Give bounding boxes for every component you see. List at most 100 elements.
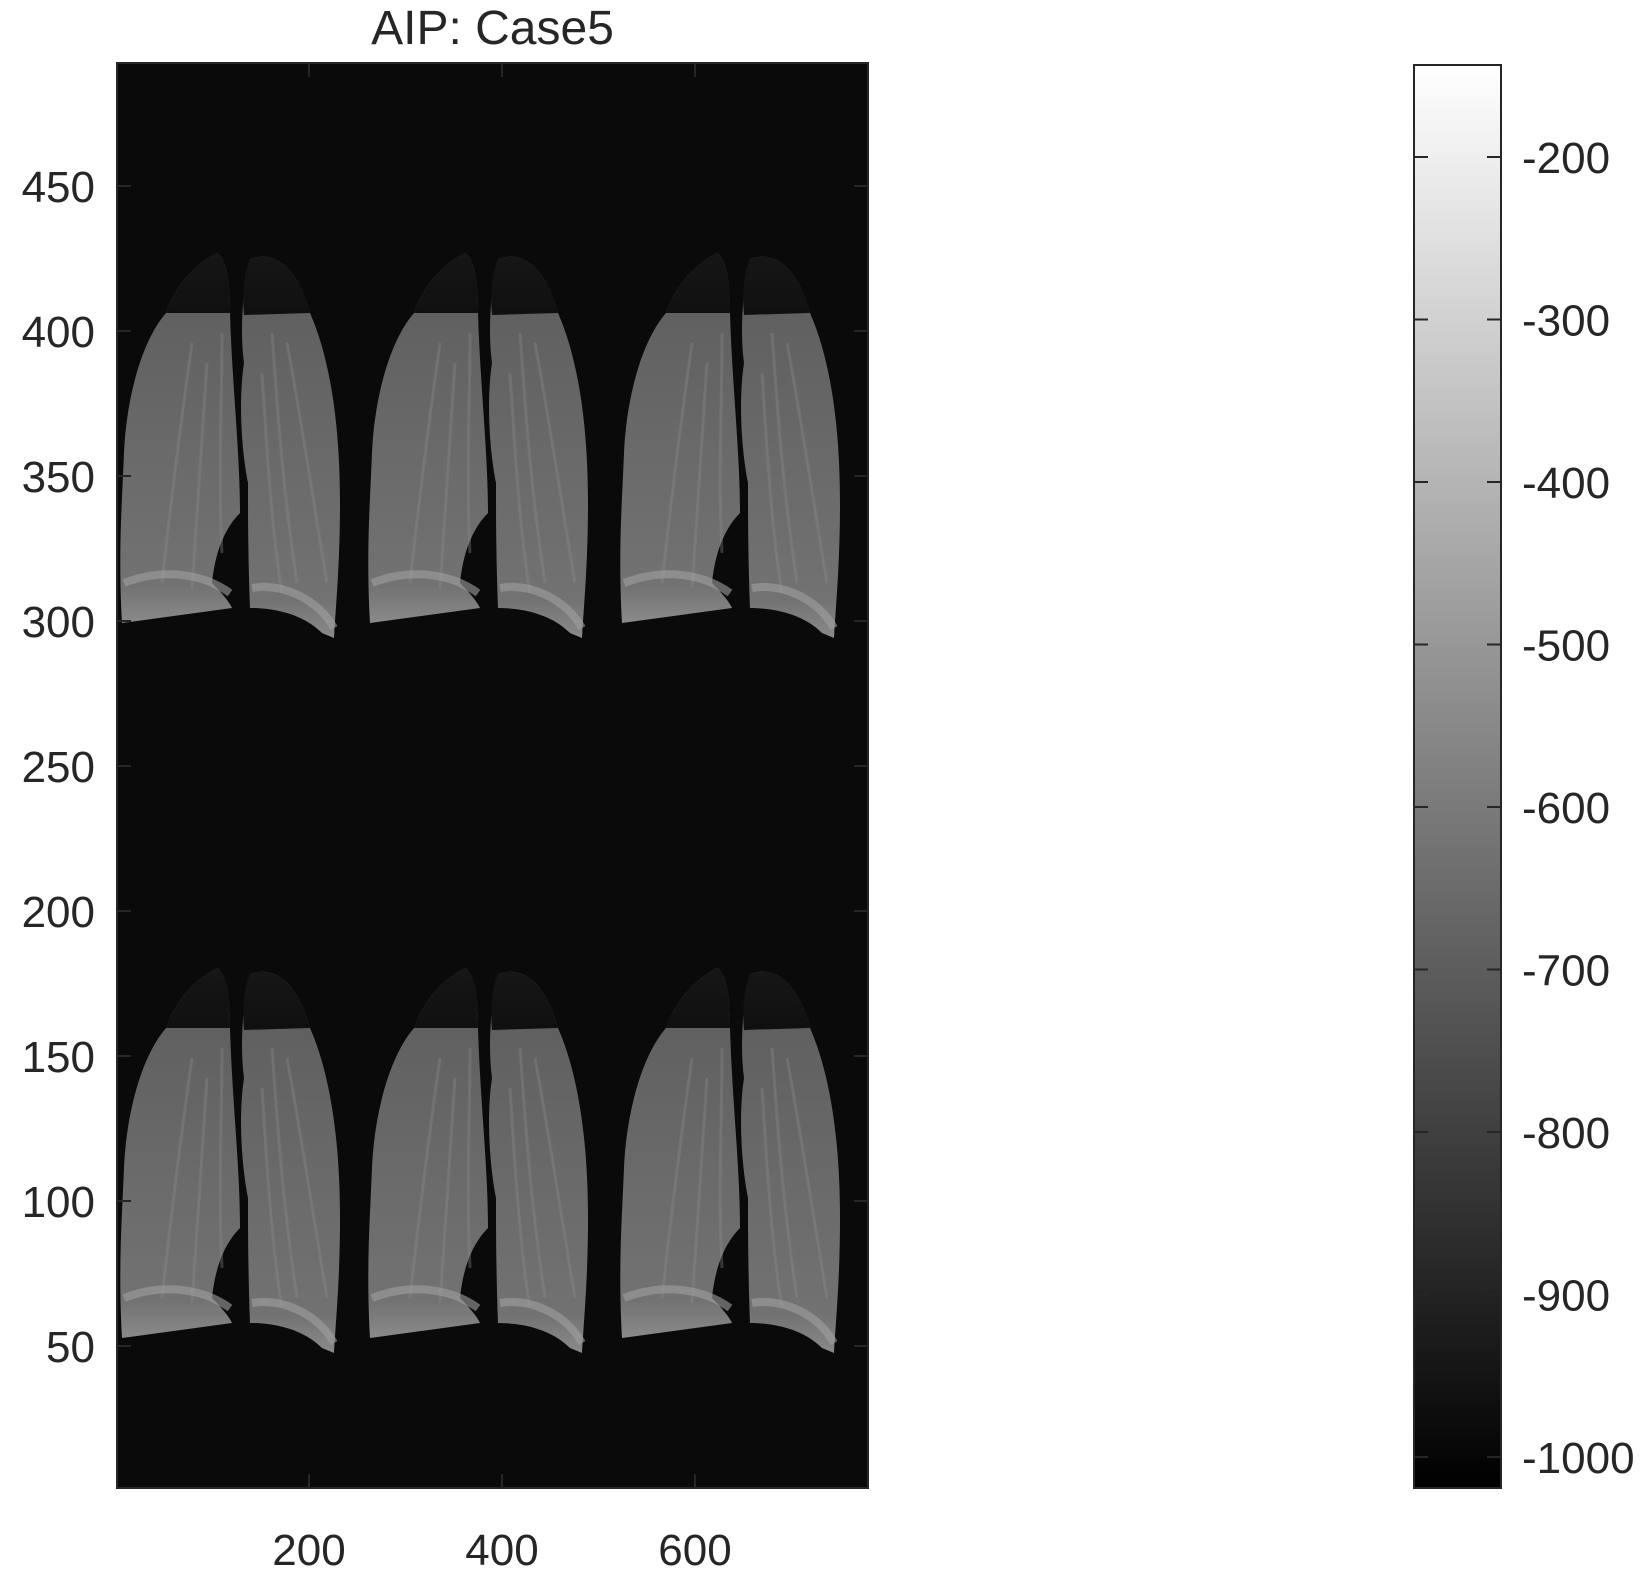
right-lung: [368, 968, 488, 1338]
colorbar-tick-label: -1000: [1522, 1434, 1635, 1483]
vessel-texture: [270, 1047, 299, 1299]
diaphragm-highlight: [499, 583, 586, 631]
left-lung: [241, 971, 340, 1353]
vessel-texture: [690, 362, 709, 589]
vessel-texture: [218, 1047, 224, 1269]
x-tick-label: 200: [272, 1526, 345, 1571]
colorbar-tick-label: -900: [1522, 1272, 1610, 1321]
y-tick-label: 250: [22, 743, 95, 792]
lung-pair: [120, 253, 340, 638]
diaphragm-highlight: [122, 1285, 233, 1312]
left-lung-apex: [491, 256, 558, 315]
diaphragm-highlight: [370, 1285, 481, 1312]
vessel-texture: [285, 1057, 329, 1299]
x-tick-label: 400: [465, 1526, 538, 1571]
y-tick-label: 350: [22, 453, 95, 502]
y-tick-label: 150: [22, 1033, 95, 1082]
vessel-texture: [260, 372, 284, 594]
diaphragm-highlight: [251, 583, 338, 631]
colorbar-tick-label: -400: [1522, 459, 1610, 508]
image-axes: 50 100 150 200 250 300 350 400 450 200 400 600: [22, 62, 869, 1571]
vessel-texture: [785, 1057, 829, 1299]
left-lung-apex: [743, 256, 810, 315]
vessel-texture: [690, 1077, 709, 1304]
colorbar-tick-label: -500: [1522, 622, 1610, 671]
lung-montage: [120, 253, 840, 1353]
vessel-texture: [466, 1047, 472, 1269]
diaphragm-highlight: [751, 1298, 838, 1346]
diaphragm-highlight: [751, 583, 838, 631]
diaphragm-highlight: [622, 1285, 733, 1312]
vessel-texture: [533, 1057, 577, 1299]
vessel-texture: [160, 342, 194, 584]
left-lung-apex: [491, 971, 558, 1030]
colorbar-tick-label: -200: [1522, 134, 1610, 183]
right-lung-apex: [666, 968, 730, 1028]
vessel-texture: [760, 372, 784, 594]
colorbar: -200 -300 -400 -500 -600 -700 -800 -900 -1000: [1413, 64, 1635, 1489]
right-lung: [120, 253, 240, 623]
vessel-texture: [190, 1077, 209, 1304]
vessel-texture: [718, 1047, 724, 1269]
lung-pair: [620, 968, 840, 1353]
colorbar-tick-label: -800: [1522, 1109, 1610, 1158]
vessel-texture: [160, 1057, 194, 1299]
colorbar-ticks: -200 -300 -400 -500 -600 -700 -800 -900 -1000: [1414, 134, 1635, 1483]
vessel-texture: [408, 342, 442, 584]
right-lung-apex: [414, 253, 478, 313]
vessel-texture: [270, 332, 299, 584]
right-lung: [620, 253, 740, 623]
vessel-texture: [770, 1047, 799, 1299]
diaphragm-highlight: [251, 1298, 338, 1346]
vessel-texture: [438, 1077, 457, 1304]
y-tick-label: 450: [22, 163, 95, 212]
diaphragm-highlight: [499, 1298, 586, 1346]
x-tick-label: 600: [658, 1526, 731, 1571]
vessel-texture: [190, 362, 209, 589]
right-lung-apex: [666, 253, 730, 313]
vessel-texture: [438, 362, 457, 589]
colorbar-tick-label: -300: [1522, 297, 1610, 346]
colorbar-gradient: [1413, 64, 1502, 1489]
x-axis: 200 400 600: [272, 63, 732, 1571]
vessel-texture: [285, 342, 329, 584]
vessel-texture: [508, 372, 532, 594]
vessel-texture: [770, 332, 799, 584]
vessel-texture: [660, 1057, 694, 1299]
lung-pair: [120, 968, 340, 1353]
y-tick-label: 400: [22, 308, 95, 357]
diaphragm-highlight: [122, 570, 233, 597]
vessel-texture: [660, 342, 694, 584]
vessel-texture: [518, 1047, 547, 1299]
y-tick-label: 200: [22, 888, 95, 937]
vessel-texture: [518, 332, 547, 584]
diaphragm-highlight: [622, 570, 733, 597]
figure-title: AIP: Case5: [371, 2, 614, 55]
right-lung-apex: [414, 968, 478, 1028]
right-lung: [120, 968, 240, 1338]
colorbar-tick-label: -600: [1522, 784, 1610, 833]
lung-pair: [620, 253, 840, 638]
left-lung: [741, 971, 840, 1353]
right-lung-apex: [166, 968, 230, 1028]
right-lung-apex: [166, 253, 230, 313]
left-lung-apex: [743, 971, 810, 1030]
y-axis: 50 100 150 200 250 300 350 400 450: [22, 163, 868, 1372]
vessel-texture: [466, 332, 472, 554]
y-tick-label: 300: [22, 598, 95, 647]
left-lung: [489, 256, 588, 638]
left-lung: [241, 256, 340, 638]
left-lung-apex: [243, 256, 310, 315]
vessel-texture: [760, 1087, 784, 1309]
vessel-texture: [785, 342, 829, 584]
vessel-texture: [260, 1087, 284, 1309]
vessel-texture: [218, 332, 224, 554]
vessel-texture: [533, 342, 577, 584]
vessel-texture: [408, 1057, 442, 1299]
vessel-texture: [508, 1087, 532, 1309]
lung-pair: [368, 968, 588, 1353]
left-lung: [489, 971, 588, 1353]
y-tick-label: 50: [46, 1323, 95, 1372]
vessel-texture: [718, 332, 724, 554]
y-tick-label: 100: [22, 1178, 95, 1227]
